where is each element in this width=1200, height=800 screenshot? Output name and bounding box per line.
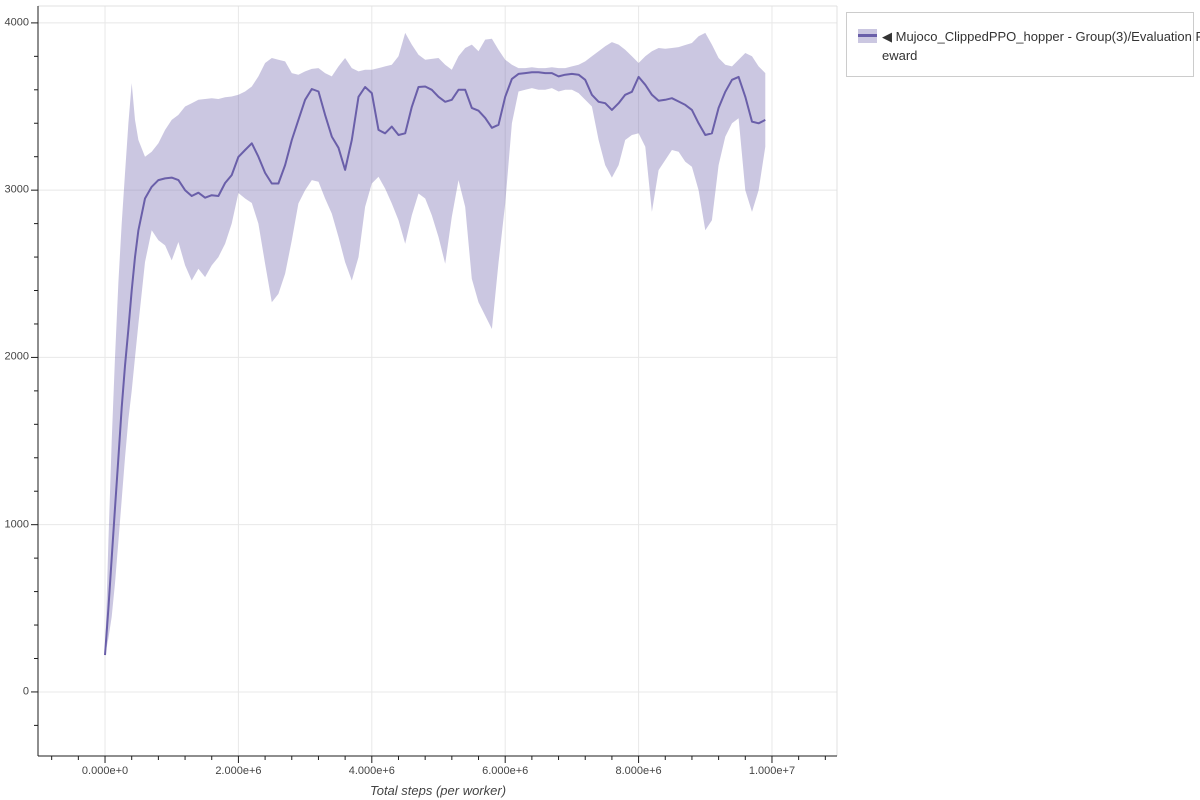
- axis-ticks: [31, 22, 826, 763]
- x-axis-title: Total steps (per worker): [369, 783, 507, 798]
- legend-label-line2: eward: [882, 48, 918, 63]
- x-tick-label: 4.000e+6: [348, 765, 395, 777]
- y-tick-label: 2000: [4, 350, 29, 363]
- x-tick-label: 1.000e+7: [748, 765, 796, 777]
- y-tick-label: 3000: [4, 183, 29, 196]
- y-tick-label: 1000: [4, 518, 29, 531]
- legend: ◀ Mujoco_ClippedPPO_hopper - Group(3)/Ev…: [846, 12, 1200, 77]
- legend-swatch: [858, 29, 877, 43]
- confidence-band: [105, 32, 766, 656]
- plot-frame: [37, 5, 838, 757]
- x-tick-label: 0.000e+0: [81, 765, 129, 777]
- y-tick-label: 4000: [4, 16, 29, 29]
- y-tick-label: 0: [22, 685, 29, 698]
- x-tick-label: 2.000e+6: [215, 765, 262, 777]
- x-tick-label: 6.000e+6: [482, 765, 529, 777]
- legend-label: ◀ Mujoco_ClippedPPO_hopper - Group(3)/Ev…: [882, 27, 1200, 65]
- x-tick-label: 8.000e+6: [615, 765, 662, 777]
- legend-label-line1: ◀ Mujoco_ClippedPPO_hopper - Group(3)/Ev…: [882, 29, 1200, 44]
- gridlines: [38, 6, 837, 756]
- legend-line-swatch: [858, 34, 877, 37]
- mean-line: [104, 71, 766, 656]
